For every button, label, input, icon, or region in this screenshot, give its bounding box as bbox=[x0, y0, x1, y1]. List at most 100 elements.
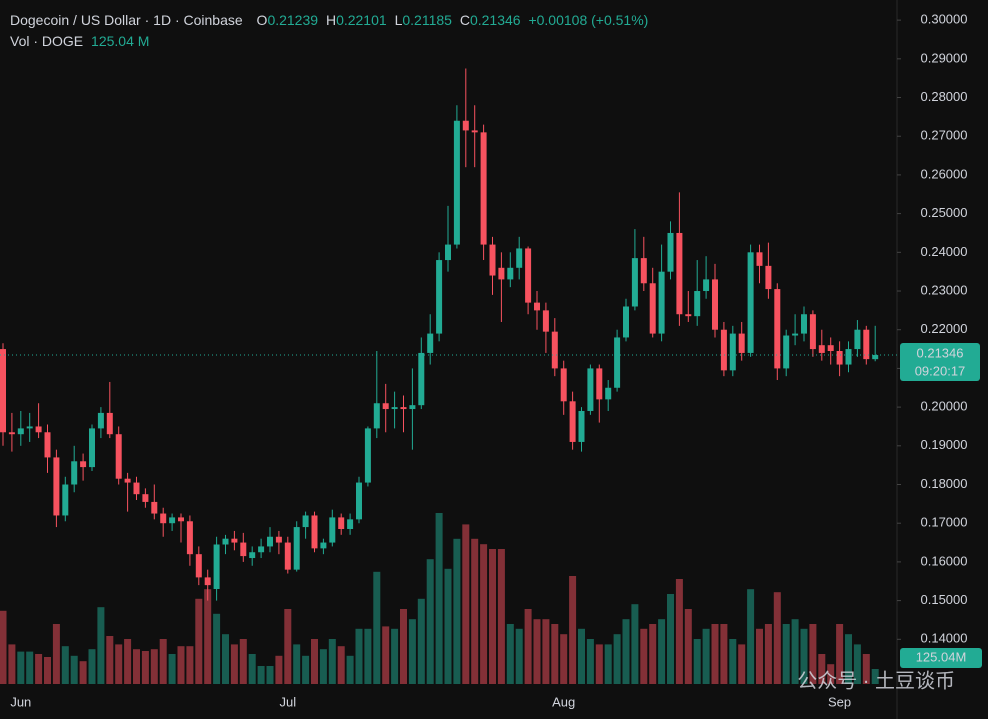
volume-bar bbox=[61, 646, 69, 684]
close-letter: C bbox=[459, 12, 470, 28]
volume-bar bbox=[693, 639, 701, 684]
y-tick-label: 0.17000 bbox=[921, 515, 968, 530]
x-tick-label: Sep bbox=[828, 694, 851, 709]
volume-bar bbox=[845, 634, 852, 684]
volume-bar bbox=[195, 598, 203, 684]
ohlc-header: Dogecoin / US Dollar · 1D · Coinbase O0.… bbox=[10, 12, 652, 28]
volume-label-box bbox=[900, 648, 982, 668]
candle-body bbox=[391, 407, 398, 410]
high-letter: H bbox=[325, 12, 337, 28]
candle-body bbox=[694, 291, 701, 317]
candle-body bbox=[26, 426, 33, 429]
volume-bar bbox=[159, 639, 167, 684]
candle-body bbox=[631, 258, 638, 307]
candle-body bbox=[640, 258, 647, 284]
open-letter: O bbox=[256, 12, 268, 28]
y-tick-label: 0.23000 bbox=[921, 282, 968, 297]
volume-bar bbox=[106, 636, 114, 684]
volume-bar bbox=[782, 624, 790, 684]
candle-body bbox=[418, 352, 425, 406]
candle-body bbox=[347, 519, 354, 530]
candle-body bbox=[186, 521, 193, 555]
candle-body bbox=[35, 426, 42, 433]
candle-body bbox=[827, 345, 834, 351]
volume-bar bbox=[667, 594, 674, 684]
volume-bar bbox=[417, 598, 425, 684]
candle-body bbox=[516, 248, 523, 268]
volume-bar bbox=[595, 644, 603, 684]
y-tick-label: 0.26000 bbox=[921, 166, 968, 181]
volume-bar bbox=[213, 613, 221, 684]
candle-body bbox=[453, 120, 460, 245]
candle-body bbox=[275, 536, 282, 543]
candle-body bbox=[587, 368, 594, 411]
volume-bar bbox=[871, 668, 879, 684]
candle-body bbox=[658, 271, 665, 334]
volume-bar bbox=[328, 639, 336, 684]
volume-bar bbox=[230, 644, 238, 684]
candle-body bbox=[80, 461, 87, 468]
title: Dogecoin / US Dollar · 1D · Coinbase bbox=[10, 12, 243, 28]
candle-body bbox=[338, 517, 345, 530]
volume-bar bbox=[248, 654, 256, 684]
volume-bar bbox=[70, 655, 78, 684]
candle-body bbox=[738, 333, 745, 353]
volume-bar bbox=[853, 644, 861, 684]
x-tick-label: Aug bbox=[552, 694, 575, 709]
candle-body bbox=[329, 517, 336, 543]
candle-body bbox=[427, 333, 434, 353]
candle-body bbox=[614, 337, 621, 388]
candle-body bbox=[783, 335, 790, 369]
candle-body bbox=[605, 387, 612, 400]
volume-bar bbox=[800, 628, 808, 684]
volume-bar bbox=[8, 644, 16, 684]
countdown: 09:20:17 bbox=[915, 363, 966, 378]
volume-bar bbox=[133, 649, 140, 684]
candle-body bbox=[302, 515, 309, 528]
volume-bar bbox=[239, 639, 247, 684]
y-tick-label: 0.19000 bbox=[921, 437, 968, 452]
volume-bar bbox=[426, 559, 434, 684]
x-tick-label: Jul bbox=[279, 694, 296, 709]
candle-body bbox=[872, 355, 879, 360]
candle-body bbox=[115, 434, 122, 479]
volume-bar bbox=[302, 655, 310, 684]
volume-bar bbox=[756, 628, 763, 684]
candle-body bbox=[240, 542, 247, 557]
candle-body bbox=[525, 248, 532, 303]
candle-body bbox=[498, 267, 505, 280]
candle-body bbox=[169, 517, 176, 524]
volume-bar bbox=[35, 654, 43, 684]
volume-bar bbox=[400, 609, 407, 684]
candle-body bbox=[863, 329, 870, 360]
volume-bar bbox=[586, 639, 594, 684]
volume-axis-label: 125.04M bbox=[916, 649, 967, 664]
candle-body bbox=[364, 428, 371, 483]
volume-bar bbox=[26, 651, 34, 684]
candle-body bbox=[623, 306, 629, 338]
price-label-box bbox=[900, 343, 980, 382]
volume-bar bbox=[622, 619, 630, 684]
volume-bar bbox=[141, 651, 149, 684]
volume-bar bbox=[284, 609, 292, 684]
open-value: 0.21239 bbox=[267, 12, 319, 28]
candle-body bbox=[596, 368, 603, 400]
candle-body bbox=[320, 542, 327, 549]
candle-body bbox=[480, 132, 487, 245]
candle-body bbox=[542, 310, 549, 332]
candle-body bbox=[62, 484, 69, 516]
volume-bar bbox=[88, 649, 96, 684]
close-value: 0.21346 bbox=[469, 12, 521, 28]
watermark: 公众号 · 土豆谈币 bbox=[797, 669, 955, 692]
volume-bar bbox=[408, 619, 416, 684]
candle-body bbox=[400, 407, 407, 410]
candle-body bbox=[489, 244, 496, 276]
volume-bar bbox=[79, 661, 87, 684]
candle-body bbox=[445, 244, 451, 261]
volume-bar bbox=[124, 639, 132, 684]
volume-value: 125.04 M bbox=[91, 33, 150, 49]
volume-bar bbox=[311, 639, 318, 684]
volume-bar bbox=[97, 607, 105, 684]
volume-bar bbox=[364, 628, 372, 684]
